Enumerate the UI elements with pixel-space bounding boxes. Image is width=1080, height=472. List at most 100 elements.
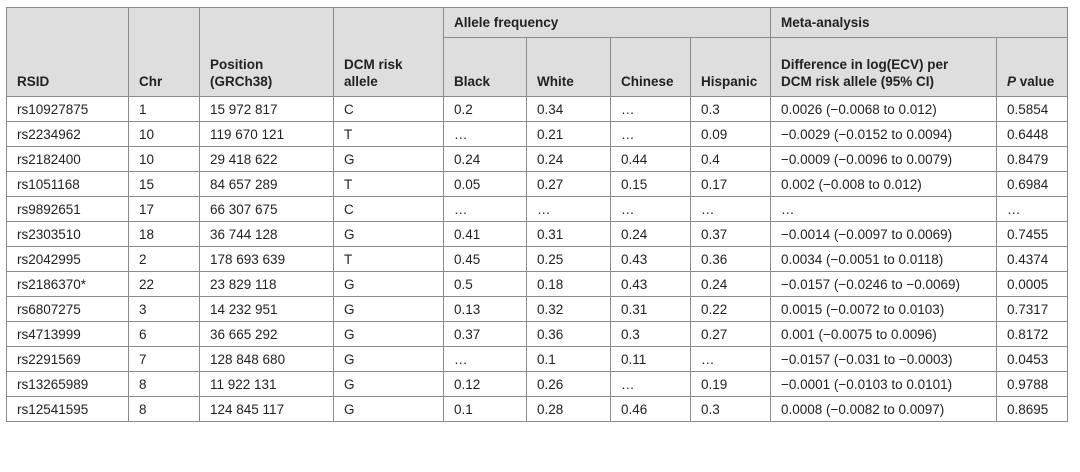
cell-freq-chinese: 0.44 <box>610 146 691 172</box>
cell-rsid: rs2186370* <box>6 271 129 297</box>
col-header-position: Position (GRCh38) <box>199 7 334 97</box>
col-header-difference: Difference in log(ECV) per DCM risk allel… <box>770 37 997 97</box>
col-header-dcm-risk-allele: DCM risk allele <box>333 7 444 97</box>
position-header-line2: (GRCh38) <box>210 74 273 89</box>
cell-freq-chinese: 0.43 <box>610 271 691 297</box>
cell-position: 124 845 117 <box>199 396 334 422</box>
cell-freq-black: 0.13 <box>443 296 527 322</box>
cell-p-value: 0.9788 <box>996 371 1068 397</box>
cell-difference: −0.0001 (−0.0103 to 0.0101) <box>770 371 997 397</box>
difference-header-line1: Difference in log(ECV) per <box>781 57 949 72</box>
cell-p-value: 0.4374 <box>996 246 1068 272</box>
cell-p-value: 0.6984 <box>996 171 1068 197</box>
group-header-allele-frequency: Allele frequency <box>443 7 771 38</box>
col-header-black: Black <box>443 37 527 97</box>
cell-freq-hispanic: 0.19 <box>690 371 771 397</box>
cell-freq-chinese: … <box>610 121 691 147</box>
group-header-meta-analysis: Meta-analysis <box>770 7 1068 38</box>
cell-freq-chinese: 0.24 <box>610 221 691 247</box>
p-value-header-rest: value <box>1016 74 1055 89</box>
cell-p-value: 0.7317 <box>996 296 1068 322</box>
cell-difference: … <box>770 196 997 222</box>
cell-freq-white: 0.21 <box>526 121 611 147</box>
cell-freq-white: 0.32 <box>526 296 611 322</box>
col-header-chinese: Chinese <box>610 37 691 97</box>
cell-freq-hispanic: 0.37 <box>690 221 771 247</box>
cell-rsid: rs10927875 <box>6 96 129 122</box>
cell-freq-white: 0.18 <box>526 271 611 297</box>
table-row: rs2303510 18 36 744 128 G 0.41 0.31 0.24 0.37 −0… <box>6 221 1068 247</box>
cell-freq-hispanic: 0.24 <box>690 271 771 297</box>
table-row: rs12541595 8 124 845 117 G 0.1 0.28 0.46 0.3 0.0… <box>6 396 1068 422</box>
cell-risk-allele: G <box>333 396 444 422</box>
cell-freq-hispanic: 0.4 <box>690 146 771 172</box>
cell-chr: 6 <box>128 321 200 347</box>
cell-difference: 0.001 (−0.0075 to 0.0096) <box>770 321 997 347</box>
cell-difference: 0.0026 (−0.0068 to 0.012) <box>770 96 997 122</box>
col-header-p-value: P value <box>996 37 1068 97</box>
col-header-hispanic: Hispanic <box>690 37 771 97</box>
cell-rsid: rs6807275 <box>6 296 129 322</box>
cell-chr: 17 <box>128 196 200 222</box>
table-row: rs1051168 15 84 657 289 T 0.05 0.27 0.15 0.17 0.… <box>6 171 1068 197</box>
cell-freq-white: 0.1 <box>526 346 611 372</box>
cell-risk-allele: G <box>333 371 444 397</box>
cell-risk-allele: G <box>333 221 444 247</box>
cell-freq-white: 0.26 <box>526 371 611 397</box>
p-value-header-italic: P <box>1007 74 1017 89</box>
cell-freq-black: … <box>443 121 527 147</box>
col-header-chr: Chr <box>128 7 200 97</box>
cell-freq-chinese: 0.3 <box>610 321 691 347</box>
cell-freq-black: 0.05 <box>443 171 527 197</box>
table-row: rs2186370* 22 23 829 118 G 0.5 0.18 0.43 0.24 −0… <box>6 271 1068 297</box>
cell-freq-black: 0.12 <box>443 371 527 397</box>
cell-freq-black: … <box>443 196 527 222</box>
dcm-allele-table: RSID Chr Position (GRCh38) DCM risk allele… <box>6 7 1068 422</box>
cell-position: 66 307 675 <box>199 196 334 222</box>
cell-difference: −0.0157 (−0.031 to −0.0003) <box>770 346 997 372</box>
cell-freq-chinese: 0.46 <box>610 396 691 422</box>
cell-rsid: rs2234962 <box>6 121 129 147</box>
cell-chr: 10 <box>128 121 200 147</box>
cell-difference: −0.0009 (−0.0096 to 0.0079) <box>770 146 997 172</box>
cell-freq-black: 0.37 <box>443 321 527 347</box>
cell-difference: −0.0029 (−0.0152 to 0.0094) <box>770 121 997 147</box>
cell-position: 84 657 289 <box>199 171 334 197</box>
cell-rsid: rs2291569 <box>6 346 129 372</box>
cell-risk-allele: T <box>333 171 444 197</box>
cell-freq-hispanic: … <box>690 346 771 372</box>
cell-freq-hispanic: 0.09 <box>690 121 771 147</box>
cell-difference: −0.0014 (−0.0097 to 0.0069) <box>770 221 997 247</box>
cell-freq-white: 0.28 <box>526 396 611 422</box>
cell-freq-black: … <box>443 346 527 372</box>
cell-freq-hispanic: 0.3 <box>690 96 771 122</box>
table-body: rs10927875 1 15 972 817 C 0.2 0.34… 0.3 0.0026 … <box>6 96 1068 422</box>
cell-p-value: … <box>996 196 1068 222</box>
cell-chr: 10 <box>128 146 200 172</box>
cell-position: 119 670 121 <box>199 121 334 147</box>
cell-freq-black: 0.1 <box>443 396 527 422</box>
cell-freq-white: 0.36 <box>526 321 611 347</box>
cell-freq-chinese: … <box>610 96 691 122</box>
cell-chr: 1 <box>128 96 200 122</box>
cell-chr: 22 <box>128 271 200 297</box>
col-header-rsid: RSID <box>6 7 129 97</box>
cell-risk-allele: G <box>333 271 444 297</box>
cell-freq-hispanic: 0.22 <box>690 296 771 322</box>
cell-freq-chinese: … <box>610 371 691 397</box>
cell-freq-black: 0.2 <box>443 96 527 122</box>
cell-freq-hispanic: 0.3 <box>690 396 771 422</box>
cell-freq-white: … <box>526 196 611 222</box>
cell-risk-allele: G <box>333 146 444 172</box>
cell-chr: 3 <box>128 296 200 322</box>
cell-rsid: rs1051168 <box>6 171 129 197</box>
cell-difference: 0.002 (−0.008 to 0.012) <box>770 171 997 197</box>
cell-freq-chinese: … <box>610 196 691 222</box>
cell-position: 36 744 128 <box>199 221 334 247</box>
cell-position: 128 848 680 <box>199 346 334 372</box>
cell-position: 23 829 118 <box>199 271 334 297</box>
table-row: rs13265989 8 11 922 131 G 0.12 0.26… 0.19 −0.00… <box>6 371 1068 397</box>
difference-header-line2: DCM risk allele (95% CI) <box>781 74 935 89</box>
cell-position: 15 972 817 <box>199 96 334 122</box>
table-row: rs2042995 2 178 693 639 T 0.45 0.25 0.43 0.36 0.… <box>6 246 1068 272</box>
